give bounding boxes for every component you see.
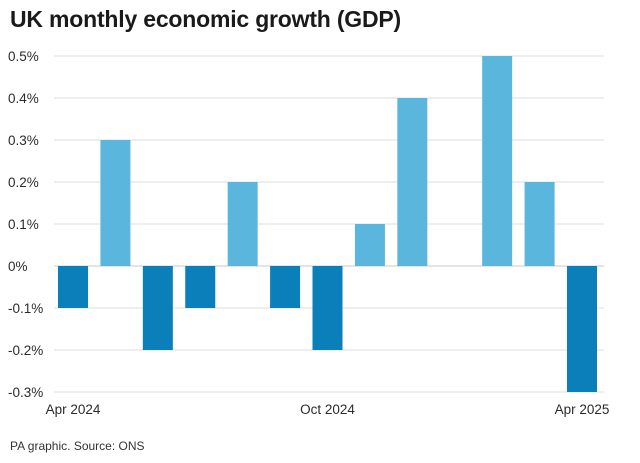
y-tick-label: 0.2% — [8, 175, 39, 190]
chart-title: UK monthly economic growth (GDP) — [10, 6, 401, 32]
x-axis-labels: Apr 2024 Oct 2024 Apr 2025 — [46, 402, 610, 417]
y-axis-labels: 0.5% 0.4% 0.3% 0.2% 0.1% 0% -0.1% -0.2% -0.3% — [8, 49, 43, 400]
y-tick-label: 0% — [8, 259, 28, 274]
bar-jun-2024 — [142, 266, 173, 350]
y-tick-label: 0.4% — [8, 91, 39, 106]
bar-dec-2024 — [397, 98, 428, 266]
x-tick-label: Apr 2024 — [46, 402, 101, 417]
bar-jul-2024 — [185, 266, 216, 308]
bar-apr-2025 — [567, 266, 597, 392]
y-tick-label: -0.2% — [8, 343, 43, 358]
bar-nov-2024 — [354, 224, 385, 266]
y-tick-label: 0.1% — [8, 217, 39, 232]
bar-apr-2024 — [58, 266, 88, 308]
x-tick-label: Apr 2025 — [555, 402, 610, 417]
bar-feb-2025 — [482, 56, 513, 266]
y-tick-label: 0.5% — [8, 49, 39, 64]
x-tick-label: Oct 2024 — [300, 402, 355, 417]
bar-may-2024 — [100, 140, 131, 266]
y-tick-label: -0.3% — [8, 385, 43, 400]
bar-mar-2025 — [524, 182, 555, 266]
y-tick-label: 0.3% — [8, 133, 39, 148]
y-tick-label: -0.1% — [8, 301, 43, 316]
bar-oct-2024 — [312, 266, 343, 350]
bar-aug-2024 — [227, 182, 258, 266]
bar-sep-2024 — [270, 266, 301, 308]
bars — [58, 56, 597, 392]
source-credit: PA graphic. Source: ONS — [10, 439, 145, 453]
